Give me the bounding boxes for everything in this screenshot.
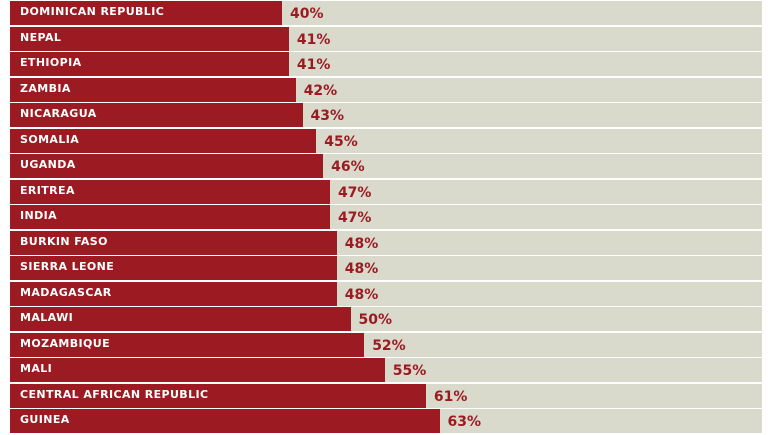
value-label: 48% <box>344 286 379 303</box>
category-label: MALI <box>20 362 53 375</box>
bar-row: ZAMBIA 42% <box>10 77 762 102</box>
category-label: MADAGASCAR <box>20 285 112 299</box>
category-label: GUINEA <box>20 413 70 426</box>
value-label: 40% <box>290 6 324 22</box>
value-label: 47% <box>337 210 372 226</box>
bar-row: SOMALIA 45% <box>10 128 762 153</box>
value-label: 50% <box>358 312 393 328</box>
bar-row: UGANDA 46% <box>10 154 762 178</box>
category-label: DOMINICAN REPUBLIC <box>20 5 165 18</box>
value-label: 42% <box>303 82 338 99</box>
bar-row: INDIA 47% <box>10 205 762 229</box>
bar-row: MOZAMBIQUE 52% <box>10 332 762 357</box>
category-label: INDIA <box>20 209 58 222</box>
bar: ERITREA <box>10 179 330 204</box>
bar-row: SIERRA LEONE 48% <box>10 256 762 280</box>
bar-row: ETHIOPIA 41% <box>10 52 762 76</box>
bar-row: CENTRAL AFRICAN REPUBLIC 61% <box>10 383 762 408</box>
bar: GUINEA <box>10 409 440 433</box>
bar: SOMALIA <box>10 128 317 153</box>
bar: ZAMBIA <box>10 77 296 102</box>
bar: MALAWI <box>10 307 351 331</box>
category-label: CENTRAL AFRICAN REPUBLIC <box>20 387 209 401</box>
category-label: NEPAL <box>20 30 62 44</box>
value-label: 46% <box>331 159 365 175</box>
bar: SIERRA LEONE <box>10 256 337 280</box>
bar-row: MALAWI 50% <box>10 307 762 331</box>
bar-row: MALI 55% <box>10 358 762 382</box>
bar: BURKIN FASO <box>10 230 337 255</box>
value-label: 55% <box>392 363 427 379</box>
category-label: ETHIOPIA <box>20 56 82 69</box>
value-label: 41% <box>296 31 331 48</box>
value-label: 48% <box>344 261 379 277</box>
bar-row: GUINEA 63% <box>10 409 762 433</box>
bar: NICARAGUA <box>10 103 303 127</box>
value-label: 63% <box>447 414 482 430</box>
category-label: UGANDA <box>20 158 76 171</box>
bar: NEPAL <box>10 26 289 51</box>
bar: MADAGASCAR <box>10 281 337 306</box>
category-label: BURKIN FASO <box>20 234 108 248</box>
bar: DOMINICAN REPUBLIC <box>10 1 282 25</box>
value-label: 47% <box>337 184 372 201</box>
category-label: ZAMBIA <box>20 81 71 95</box>
value-label: 45% <box>324 133 358 150</box>
bar: MOZAMBIQUE <box>10 332 365 357</box>
value-label: 43% <box>310 108 345 124</box>
value-label: 48% <box>344 235 379 252</box>
bar: ETHIOPIA <box>10 52 289 76</box>
bar-row: DOMINICAN REPUBLIC 40% <box>10 1 762 25</box>
bar-row: ERITREA 47% <box>10 179 762 204</box>
bar-row: NEPAL 41% <box>10 26 762 51</box>
bar-row: NICARAGUA 43% <box>10 103 762 127</box>
category-label: MOZAMBIQUE <box>20 336 111 350</box>
bar-row: BURKIN FASO 48% <box>10 230 762 255</box>
bar: UGANDA <box>10 154 324 178</box>
category-label: NICARAGUA <box>20 107 97 120</box>
category-label: SOMALIA <box>20 132 80 146</box>
bar-row: MADAGASCAR 48% <box>10 281 762 306</box>
category-label: MALAWI <box>20 311 74 324</box>
category-label: SIERRA LEONE <box>20 260 115 273</box>
value-label: 41% <box>296 57 331 73</box>
category-label: ERITREA <box>20 183 75 197</box>
bar: MALI <box>10 358 385 382</box>
bar: CENTRAL AFRICAN REPUBLIC <box>10 383 426 408</box>
bar: INDIA <box>10 205 330 229</box>
value-label: 61% <box>433 388 468 405</box>
value-label: 52% <box>372 337 406 354</box>
